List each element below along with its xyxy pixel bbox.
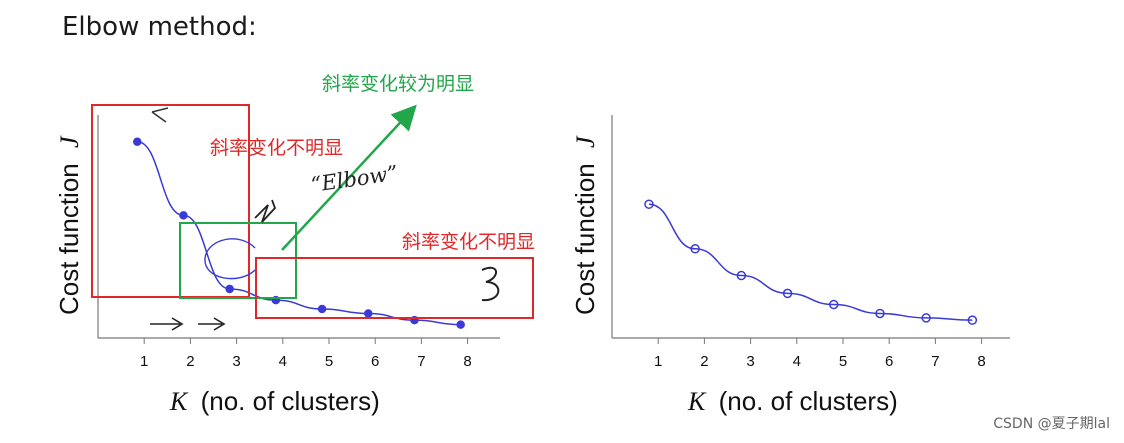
x-tick-label: 6 (371, 353, 379, 370)
data-point (364, 309, 373, 318)
data-point (736, 270, 747, 281)
x-tick-label: 8 (463, 353, 471, 370)
x-tick-label: 1 (654, 353, 662, 370)
handwritten-arrows (150, 317, 226, 331)
data-point (829, 299, 839, 310)
right-ylabel-symbol: J (571, 135, 600, 148)
x-tick-label: 5 (839, 353, 847, 370)
data-point (317, 304, 327, 314)
data-point (133, 137, 142, 147)
green-arrow (281, 104, 417, 251)
x-tick-label: 8 (977, 353, 985, 370)
left-chart: 1 2 3 4 5 6 7 8 Cost function J K (no. of clust… (54, 73, 535, 416)
handwritten-3 (481, 266, 500, 302)
x-tick-label: 1 (140, 353, 148, 370)
left-x-ticks: 1 2 3 4 5 6 7 8 (140, 338, 472, 370)
data-point (875, 308, 885, 319)
green-annotation: 斜率变化较为明显 (322, 73, 474, 95)
x-tick-label: 3 (746, 353, 754, 370)
right-ylabel: Cost function J (570, 135, 600, 315)
x-tick-label: 2 (186, 353, 194, 370)
left-xlabel-text: (no. of clusters) (201, 386, 380, 416)
data-point (225, 284, 234, 294)
data-point (921, 313, 931, 323)
data-point (690, 244, 700, 254)
left-xlabel-symbol: K (169, 387, 189, 416)
red-box-left (91, 104, 250, 298)
right-xlabel: K (no. of clusters) (687, 386, 898, 416)
green-box-elbow (179, 222, 297, 299)
handwritten-squiggle (254, 199, 277, 223)
data-point (782, 288, 793, 299)
left-xlabel: K (no. of clusters) (169, 386, 380, 416)
watermark: CSDN @夏子期lal (993, 416, 1110, 432)
x-tick-label: 6 (885, 353, 893, 370)
x-tick-label: 7 (931, 353, 939, 370)
x-tick-label: 4 (793, 353, 801, 370)
left-series-points (133, 137, 465, 329)
data-point (456, 320, 465, 329)
left-ylabel: Cost function J (54, 135, 84, 315)
left-ylabel-text: Cost function (54, 163, 84, 315)
right-x-ticks: 1 2 3 4 5 6 7 8 (654, 338, 986, 370)
handwritten-arrow-top (151, 107, 169, 123)
right-xlabel-text: (no. of clusters) (719, 386, 898, 416)
x-tick-label: 5 (325, 353, 333, 370)
data-point (967, 315, 978, 325)
red-annotation-right: 斜率变化不明显 (402, 231, 535, 253)
left-ylabel-symbol: J (55, 135, 84, 148)
handwritten-elbow-circle (204, 238, 256, 280)
red-box-right (255, 257, 534, 319)
x-tick-label: 2 (700, 353, 708, 370)
right-series-points (644, 199, 978, 325)
right-series-line (648, 203, 973, 321)
x-tick-label: 4 (279, 353, 287, 370)
data-point (179, 211, 188, 220)
x-tick-label: 7 (417, 353, 425, 370)
data-point (644, 199, 654, 209)
right-chart: 1 2 3 4 5 6 7 8 Cost function J K (no. of clust… (570, 115, 1010, 416)
right-ylabel-text: Cost function (570, 163, 600, 315)
elbow-annotation: “Elbow” (309, 161, 399, 197)
page-title: Elbow method: (62, 12, 257, 42)
red-annotation-left: 斜率变化不明显 (210, 137, 343, 159)
x-tick-label: 3 (232, 353, 240, 370)
right-xlabel-symbol: K (687, 387, 707, 416)
